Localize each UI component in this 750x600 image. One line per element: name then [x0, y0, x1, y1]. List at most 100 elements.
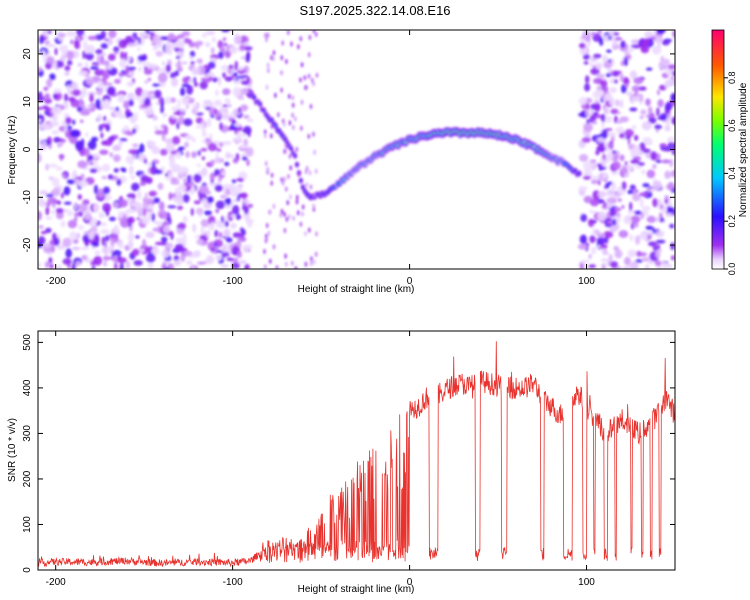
heatmap-noise-cell — [664, 125, 671, 132]
heatmap-noise-cell — [596, 163, 602, 168]
heatmap-noise-cell — [207, 143, 218, 152]
heatmap-noise-cell — [605, 73, 611, 78]
heatmap-noise-cell — [594, 62, 603, 70]
heatmap-noise-cell — [245, 53, 251, 63]
heatmap-noise-cell — [51, 130, 60, 135]
heatmap-noise-cell — [115, 106, 119, 112]
heatmap-noise-cell — [650, 187, 655, 193]
heatmap-noise-cell — [45, 163, 49, 171]
heatmap-noise-cell — [107, 106, 115, 110]
heatmap-noise-cell — [151, 146, 161, 155]
heatmap-noise-cell — [220, 264, 229, 268]
heatmap-noise-cell — [191, 266, 196, 269]
heatmap-noise-cell — [95, 49, 103, 55]
heatmap-noise-cell — [312, 81, 315, 87]
heatmap-noise-cell — [116, 178, 122, 186]
heatmap-noise-cell — [294, 116, 297, 122]
heatmap-noise-cell — [665, 69, 671, 76]
heatmap-noise-cell — [620, 40, 626, 49]
heatmap-noise-cell — [57, 143, 62, 148]
heatmap-noise-cell — [130, 202, 138, 207]
y-tick-label: 400 — [22, 379, 33, 396]
x-tick-label: 100 — [578, 577, 595, 588]
heatmap-noise-cell — [126, 112, 134, 117]
heatmap-noise-cell — [218, 141, 224, 148]
heatmap-noise-cell — [661, 160, 671, 164]
heatmap-noise-cell — [38, 152, 41, 162]
heatmap-noise-cell — [108, 30, 117, 39]
heatmap-noise-cell — [212, 77, 219, 83]
heatmap-noise-cell — [242, 244, 250, 253]
heatmap-noise-cell — [136, 189, 142, 200]
heatmap-noise-cell — [84, 132, 89, 137]
heatmap-noise-cell — [620, 60, 625, 66]
heatmap-noise-cell — [162, 61, 166, 66]
heatmap-noise-cell — [146, 112, 155, 116]
heatmap-noise-cell — [194, 40, 204, 46]
heatmap-noise-cell — [130, 175, 136, 180]
heatmap-noise-cell — [117, 257, 127, 264]
heatmap-noise-cell — [164, 138, 174, 144]
heatmap-noise-cell — [78, 98, 84, 108]
heatmap-noise-cell — [626, 164, 634, 171]
heatmap-noise-cell — [588, 210, 597, 214]
heatmap-noise-cell — [162, 113, 168, 118]
heatmap-noise-cell — [600, 158, 606, 167]
heatmap-noise-cell — [247, 220, 253, 228]
heatmap-noise-cell — [96, 114, 103, 122]
heatmap-noise-cell — [592, 111, 599, 116]
heatmap-noise-cell — [236, 213, 241, 220]
heatmap-noise-cell — [221, 112, 227, 116]
heatmap-noise-cell — [202, 132, 207, 138]
heatmap-noise-cell — [233, 122, 242, 127]
heatmap-noise-cell — [292, 102, 295, 108]
heatmap-noise-cell — [51, 106, 62, 116]
heatmap-noise-cell — [141, 89, 151, 100]
heatmap-noise-cell — [44, 261, 50, 269]
heatmap-noise-cell — [175, 55, 181, 60]
heatmap-noise-cell — [103, 82, 113, 86]
y-tick-label: 500 — [22, 334, 33, 351]
heatmap-noise-cell — [210, 247, 215, 252]
heatmap-noise-cell — [80, 246, 89, 251]
heatmap-noise-cell — [45, 201, 51, 207]
heatmap-noise-cell — [211, 36, 216, 43]
heatmap-noise-cell — [203, 120, 207, 129]
heatmap-noise-cell — [192, 137, 196, 143]
heatmap-noise-cell — [590, 31, 596, 37]
heatmap-noise-cell — [624, 78, 630, 85]
heatmap-noise-cell — [101, 123, 108, 128]
heatmap-noise-cell — [308, 227, 311, 233]
heatmap-noise-cell — [596, 73, 605, 78]
heatmap-noise-cell — [288, 214, 291, 220]
heatmap-noise-cell — [164, 44, 172, 55]
heatmap-noise-cell — [154, 89, 162, 99]
heatmap-noise-cell — [180, 253, 186, 262]
heatmap-noise-cell — [224, 98, 230, 103]
heatmap-noise-cell — [172, 136, 181, 145]
heatmap-noise-cell — [145, 177, 153, 184]
heatmap-noise-cell — [236, 239, 242, 248]
heatmap-noise-cell — [585, 75, 590, 84]
heatmap-noise-cell — [234, 35, 243, 45]
heatmap-noise-cell — [125, 260, 131, 269]
heatmap-noise-cell — [226, 257, 233, 262]
heatmap-noise-cell — [112, 144, 122, 152]
heatmap-noise-cell — [310, 256, 313, 262]
heatmap-noise-cell — [179, 108, 187, 113]
heatmap-noise-cell — [220, 195, 227, 199]
heatmap-ridge-cell — [263, 109, 265, 112]
heatmap-noise-cell — [127, 42, 136, 47]
heatmap-noise-cell — [590, 198, 599, 207]
heatmap-noise-cell — [38, 142, 42, 147]
heatmap-noise-cell — [186, 260, 193, 266]
heatmap-noise-cell — [270, 55, 273, 61]
heatmap-noise-cell — [91, 241, 99, 248]
heatmap-noise-cell — [181, 96, 190, 104]
heatmap-noise-cell — [158, 96, 162, 105]
heatmap-noise-cell — [182, 193, 190, 203]
heatmap-noise-cell — [231, 179, 237, 184]
heatmap-noise-cell — [224, 161, 230, 167]
heatmap-noise-cell — [280, 70, 283, 76]
